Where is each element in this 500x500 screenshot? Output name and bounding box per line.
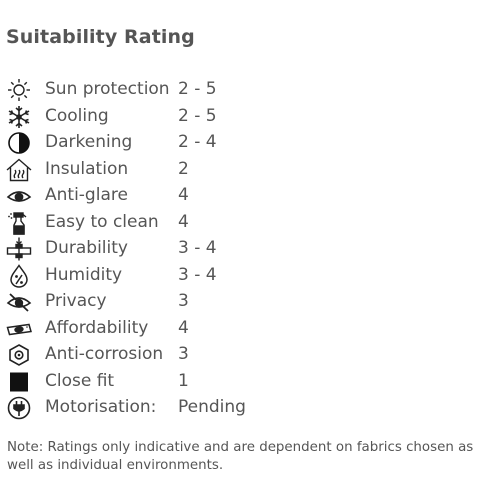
rating-value: 2 - 5 (178, 79, 217, 99)
section-title: Suitability Rating (6, 26, 195, 48)
rating-label: Cooling (45, 105, 109, 126)
rating-row-affordability: Affordability 4 (0, 316, 500, 343)
rating-value: Pending (178, 397, 246, 417)
rating-label: Insulation (45, 158, 129, 179)
rating-value: 4 (178, 211, 189, 232)
eye-icon (6, 184, 32, 208)
rating-value: 2 (178, 158, 189, 179)
rating-value: 4 (178, 185, 189, 205)
snowflake-icon (6, 105, 32, 129)
rating-row-anti-corrosion: Anti-corrosion 3 (0, 342, 500, 369)
rating-row-anti-glare: Anti-glare 4 (0, 183, 500, 210)
rating-row-easy-to-clean: Easy to clean 4 (0, 210, 500, 237)
rating-value: 3 (178, 291, 189, 311)
black-square-icon (6, 370, 32, 394)
half-circle-icon (6, 131, 32, 155)
rating-label: Privacy (45, 291, 107, 311)
rating-label: Darkening (45, 132, 133, 152)
rating-row-motorisation: Motorisation: Pending (0, 395, 500, 422)
house-heat-icon (6, 158, 32, 182)
rating-value: 2 - 4 (178, 132, 217, 152)
rating-label: Close fit (45, 370, 115, 391)
sun-icon (6, 78, 32, 102)
rating-value: 4 (178, 317, 189, 338)
rating-value: 2 - 5 (178, 105, 217, 126)
rating-row-privacy: Privacy 3 (0, 289, 500, 316)
weight-press-icon (6, 237, 32, 261)
rating-label: Anti-glare (45, 185, 128, 205)
disclaimer-note: Note: Ratings only indicative and are de… (7, 440, 474, 473)
rating-value: 3 (178, 344, 189, 364)
hexagon-nut-icon (6, 343, 32, 367)
rating-list: Sun protection 2 - 5 Cooling 2 - 5 (0, 77, 500, 422)
rating-label: Humidity (45, 264, 123, 285)
rating-label: Sun protection (45, 79, 170, 99)
rating-label: Affordability (45, 317, 149, 338)
eye-crossed-icon (6, 290, 32, 314)
rating-value: 1 (178, 370, 189, 391)
rating-label: Anti-corrosion (45, 344, 164, 364)
rating-row-insulation: Insulation 2 (0, 157, 500, 184)
rating-row-close-fit: Close fit 1 (0, 369, 500, 396)
rating-row-humidity: Humidity 3 - 4 (0, 263, 500, 290)
rating-value: 3 - 4 (178, 238, 217, 258)
rating-label: Motorisation: (45, 397, 157, 417)
rating-row-durability: Durability 3 - 4 (0, 236, 500, 263)
rating-row-darkening: Darkening 2 - 4 (0, 130, 500, 157)
rating-row-sun-protection: Sun protection 2 - 5 (0, 77, 500, 104)
money-note-icon (6, 317, 32, 341)
humidity-drop-icon (6, 263, 32, 288)
spray-bottle-icon (6, 211, 32, 235)
rating-label: Durability (45, 238, 128, 258)
rating-row-cooling: Cooling 2 - 5 (0, 104, 500, 131)
rating-value: 3 - 4 (178, 264, 217, 285)
rating-label: Easy to clean (45, 211, 159, 232)
power-plug-icon (6, 396, 32, 420)
